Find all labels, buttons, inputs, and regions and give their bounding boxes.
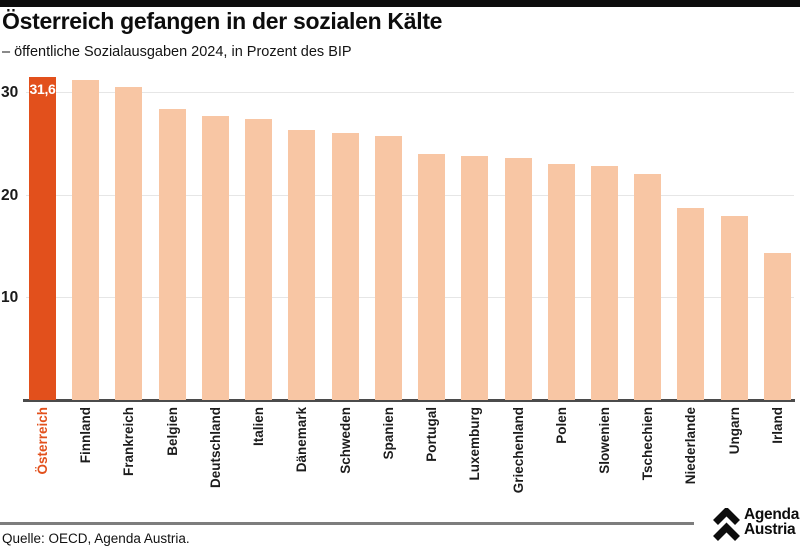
logo-line2: Austria	[744, 521, 796, 538]
y-tick-label: 30	[1, 84, 19, 101]
top-accent-bar	[0, 0, 800, 7]
x-axis-label: Spanien	[380, 407, 396, 460]
x-axis-label: Niederlande	[682, 407, 698, 485]
bar	[288, 130, 315, 400]
bar	[375, 136, 402, 400]
x-axis-label: Ungarn	[726, 407, 742, 455]
x-axis-label: Schweden	[337, 407, 353, 474]
x-axis-label: Deutschland	[207, 407, 223, 489]
bar	[721, 216, 748, 400]
x-axis-label: Slowenien	[596, 407, 612, 474]
x-axis-label: Portugal	[423, 407, 439, 462]
page-title: Österreich gefangen in der sozialen Kält…	[2, 8, 443, 34]
bar	[245, 119, 272, 400]
gridline	[26, 92, 794, 93]
bar	[159, 109, 186, 400]
bar	[202, 116, 229, 400]
x-axis-label: Griechenland	[510, 407, 526, 494]
x-axis-label: Tschechien	[639, 407, 655, 481]
footer-divider	[0, 522, 694, 525]
bar	[764, 253, 791, 400]
y-tick-label: 20	[1, 187, 19, 204]
x-axis-line	[23, 399, 795, 402]
x-axis-label: Irland	[769, 407, 785, 444]
y-tick-label: 10	[1, 289, 19, 306]
logo-text: Agenda Austria	[744, 506, 800, 538]
bar	[548, 164, 575, 400]
bar	[29, 77, 56, 400]
source-text: Quelle: OECD, Agenda Austria.	[2, 531, 190, 546]
bar-value-label: 31,6	[29, 81, 56, 97]
bar	[505, 158, 532, 400]
bar	[418, 154, 445, 400]
x-axis-label: Österreich	[34, 407, 50, 475]
x-axis-label: Polen	[553, 407, 569, 444]
bar	[591, 166, 618, 400]
x-axis-label: Frankreich	[120, 407, 136, 477]
bar	[115, 87, 142, 400]
double-chevron-up-icon	[713, 508, 740, 541]
bar	[677, 208, 704, 400]
x-axis-label: Luxemburg	[466, 407, 482, 481]
x-axis-label: Finnland	[77, 407, 93, 464]
gridline	[26, 297, 794, 298]
bar	[634, 174, 661, 400]
bar	[72, 80, 99, 400]
chart-subtitle: – öffentliche Sozialausgaben 2024, in Pr…	[2, 44, 352, 60]
x-axis-label: Italien	[250, 407, 266, 447]
bar	[332, 133, 359, 400]
agenda-austria-logo: Agenda Austria	[710, 505, 800, 547]
gridline	[26, 195, 794, 196]
x-axis-label: Belgien	[164, 407, 180, 456]
logo-line1: Agenda	[744, 506, 800, 523]
bar	[461, 156, 488, 400]
x-axis-label: Dänemark	[293, 407, 309, 473]
